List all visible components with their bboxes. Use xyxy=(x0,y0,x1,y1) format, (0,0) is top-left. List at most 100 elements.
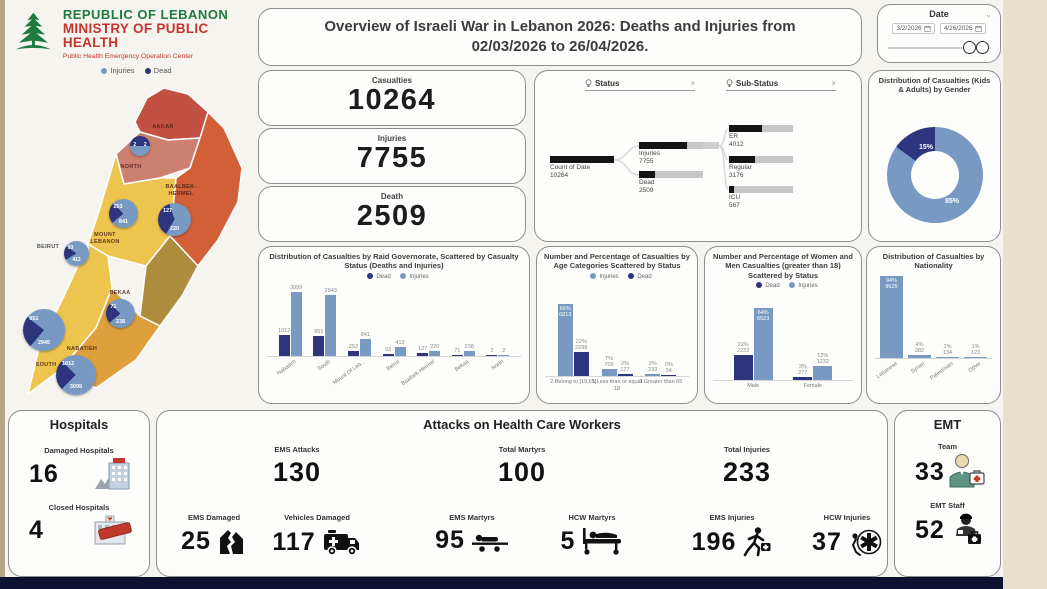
slider-handle-start[interactable] xyxy=(963,41,976,54)
map-label-akkar: AKKAR xyxy=(152,124,174,130)
bar-dead-mount-of-leb-[interactable]: 253 xyxy=(347,344,359,356)
tree-node-regular[interactable]: Regular 3176 xyxy=(729,156,793,179)
map-label-south: SOUTH xyxy=(35,362,57,368)
kpi-value: 7755 xyxy=(356,142,428,174)
bar-dead-north[interactable]: 2 xyxy=(486,348,498,356)
bar-dead-3-greater-than-65[interactable]: 0% 34 xyxy=(661,362,677,376)
bar-injuries-female[interactable]: 12% 1232 xyxy=(813,353,833,380)
stat-total-martyrs: Total Martyrs 100 xyxy=(497,445,547,487)
map-pie-nabatieh[interactable]: 1012 3099 xyxy=(56,355,96,395)
stat-ems-damaged: EMS Damaged 25 xyxy=(162,513,266,556)
bar-value-label: 12% 1232 xyxy=(816,353,829,366)
tree-node-icu[interactable]: ICU 567 xyxy=(729,186,793,209)
bar-value-label: 841 xyxy=(360,331,370,338)
bar-value-palestinian[interactable]: 1% 134 xyxy=(936,344,959,358)
tree-field-status[interactable]: Status × xyxy=(585,79,695,91)
bar-dead-1-less-than-or-equal-18[interactable]: 2% 177 xyxy=(617,361,633,376)
pie-dead-value: 2 xyxy=(133,142,137,149)
bar-value-label: 2 xyxy=(490,347,494,354)
bar-value-label: 71 xyxy=(454,347,461,354)
ambulance-icon xyxy=(323,530,359,556)
close-icon[interactable]: × xyxy=(690,79,695,88)
bar-injuries-1-less-than-or-equal-18[interactable]: 7% 709 xyxy=(601,356,617,376)
bar-dead-beirut[interactable]: 93 xyxy=(382,347,394,356)
cedar-tree-icon xyxy=(15,12,51,50)
map-label-baalbek: BAALBEK-HERMEL xyxy=(165,184,197,197)
bar-dead-2-belong-to-19-65-[interactable]: 22% 2298 xyxy=(573,339,589,376)
bar-dead-nabatieh[interactable]: 1012 xyxy=(278,328,290,356)
legend-dot-dead xyxy=(756,282,763,289)
bar-value-label: 7% 709 xyxy=(604,355,614,368)
bar-injuries-3-greater-than-65[interactable]: 2% 233 xyxy=(645,361,661,376)
bar-value-label: 253 xyxy=(348,343,358,350)
bar-injuries-south[interactable]: 2943 xyxy=(325,288,337,356)
bar-dead-bekaa[interactable]: 71 xyxy=(451,348,463,356)
bar-injuries-baalbek-hermel[interactable]: 220 xyxy=(429,344,441,356)
stretcher-icon xyxy=(471,534,508,552)
close-icon[interactable]: × xyxy=(831,79,836,88)
category-label: Bekaa xyxy=(454,359,471,374)
hcw-title: Attacks on Health Care Workers xyxy=(423,417,621,432)
stat-hcw-martyrs: HCW Martyrs 5 xyxy=(537,513,647,556)
lebanon-map: AKKAR NORTH BAALBEK-HERMEL MOUNT LEBANON… xyxy=(12,80,257,405)
map-pie-bekaa[interactable]: 71 238 xyxy=(106,299,135,328)
gender-donut[interactable]: 15% 85% xyxy=(887,127,983,223)
bar-dead-male[interactable]: 22% 2232 xyxy=(733,342,753,380)
decomposition-tree-card: Status × Sub-Status × Count of Date 10264 xyxy=(534,70,862,242)
bar-plot: 22% 2232 64% 6523 Male 3% 277 12% 1232 Female xyxy=(713,308,853,389)
bar-value-label: 2943 xyxy=(324,288,337,295)
tree-node-count-of-date[interactable]: Count of Date 10264 xyxy=(550,156,614,179)
hospitals-card: Hospitals Damaged Hospitals 16 Closed Ho… xyxy=(8,410,150,577)
bar-value-syrian[interactable]: 4% 382 xyxy=(908,342,931,358)
map-pie-south[interactable]: 951 2945 xyxy=(23,309,65,351)
bottom-bar xyxy=(0,577,1003,589)
bar-value-label: 1012 xyxy=(278,328,291,335)
bar-injuries-male[interactable]: 64% 6523 xyxy=(753,308,773,380)
slider-handle-end[interactable] xyxy=(976,41,989,54)
bar-injuries-north[interactable]: 2 xyxy=(498,348,510,356)
map-pie-beirut[interactable]: 93 413 xyxy=(64,241,89,266)
pie-injuries-value: 413 xyxy=(72,257,81,263)
bar-injuries-nabatieh[interactable]: 3099 xyxy=(290,285,302,356)
map-label-north: NORTH xyxy=(120,164,142,170)
map-pie-mountleb[interactable]: 253 841 xyxy=(109,199,138,228)
pie-dead-value: 1012 xyxy=(62,361,75,368)
bar-injuries-bekaa[interactable]: 238 xyxy=(463,344,475,356)
bar-value-other[interactable]: 1% 123 xyxy=(964,344,987,358)
closed-hospitals-label: Closed Hospitals xyxy=(48,503,110,512)
tree-node-dead[interactable]: Dead 2509 xyxy=(639,171,703,194)
tree-node-er[interactable]: ER 4012 xyxy=(729,125,793,148)
calendar-icon xyxy=(974,25,982,32)
hospital-bed-icon xyxy=(583,528,622,555)
chevron-down-icon[interactable]: ⌄ xyxy=(985,10,992,19)
stat-ems-attacks: EMS Attacks 130 xyxy=(272,445,322,487)
category-label: 1.Less than or equal 18 xyxy=(592,379,642,392)
tree-field-substatus[interactable]: Sub-Status × xyxy=(726,79,836,91)
map-pie-baalbek[interactable]: 127 220 xyxy=(158,203,191,236)
chart-title: Number and Percentage of Women and Men C… xyxy=(713,252,853,280)
hcw-attacks-card: Attacks on Health Care Workers EMS Attac… xyxy=(156,410,888,577)
stat-total-injuries: Total Injuries 233 xyxy=(722,445,772,487)
bar-plot: 1012 3099 Nabatieh 951 2943 South 253 841 Mount … xyxy=(267,285,521,387)
bar-value-label: 93 xyxy=(384,347,392,354)
chart-title: Distribution of Casualties by Nationalit… xyxy=(882,252,985,271)
bar-injuries-2-belong-to-19-65-[interactable]: 66% 6813 xyxy=(557,304,573,376)
page-title: Overview of Israeli War in Lebanon 2026:… xyxy=(324,17,796,55)
bar-injuries-beirut[interactable]: 413 xyxy=(394,340,406,356)
bar-value-label: 22% 2232 xyxy=(737,342,750,355)
end-date-input[interactable]: 4/26/2026 xyxy=(939,23,986,34)
category-label: South xyxy=(316,359,332,373)
map-legend: Injuries Dead xyxy=(10,66,255,75)
category-label: Palestinian xyxy=(929,361,955,382)
tree-node-injuries[interactable]: Injuries 7755 xyxy=(639,142,703,165)
start-date-input[interactable]: 3/2/2026 xyxy=(892,23,935,34)
bar-value-lebanese[interactable]: 94% 9625 xyxy=(880,276,903,358)
bar-dead-south[interactable]: 951 xyxy=(313,329,325,356)
emt-team-value: 33 xyxy=(915,457,945,486)
legend-dot-injuries xyxy=(789,282,796,289)
governorate-chart-card: Distribution of Casualties by Raid Gover… xyxy=(258,246,530,404)
bar-injuries-mount-of-leb-[interactable]: 841 xyxy=(359,332,371,356)
bar-dead-baalbek-hermel[interactable]: 127 xyxy=(417,346,429,356)
bar-dead-female[interactable]: 3% 277 xyxy=(793,364,813,380)
